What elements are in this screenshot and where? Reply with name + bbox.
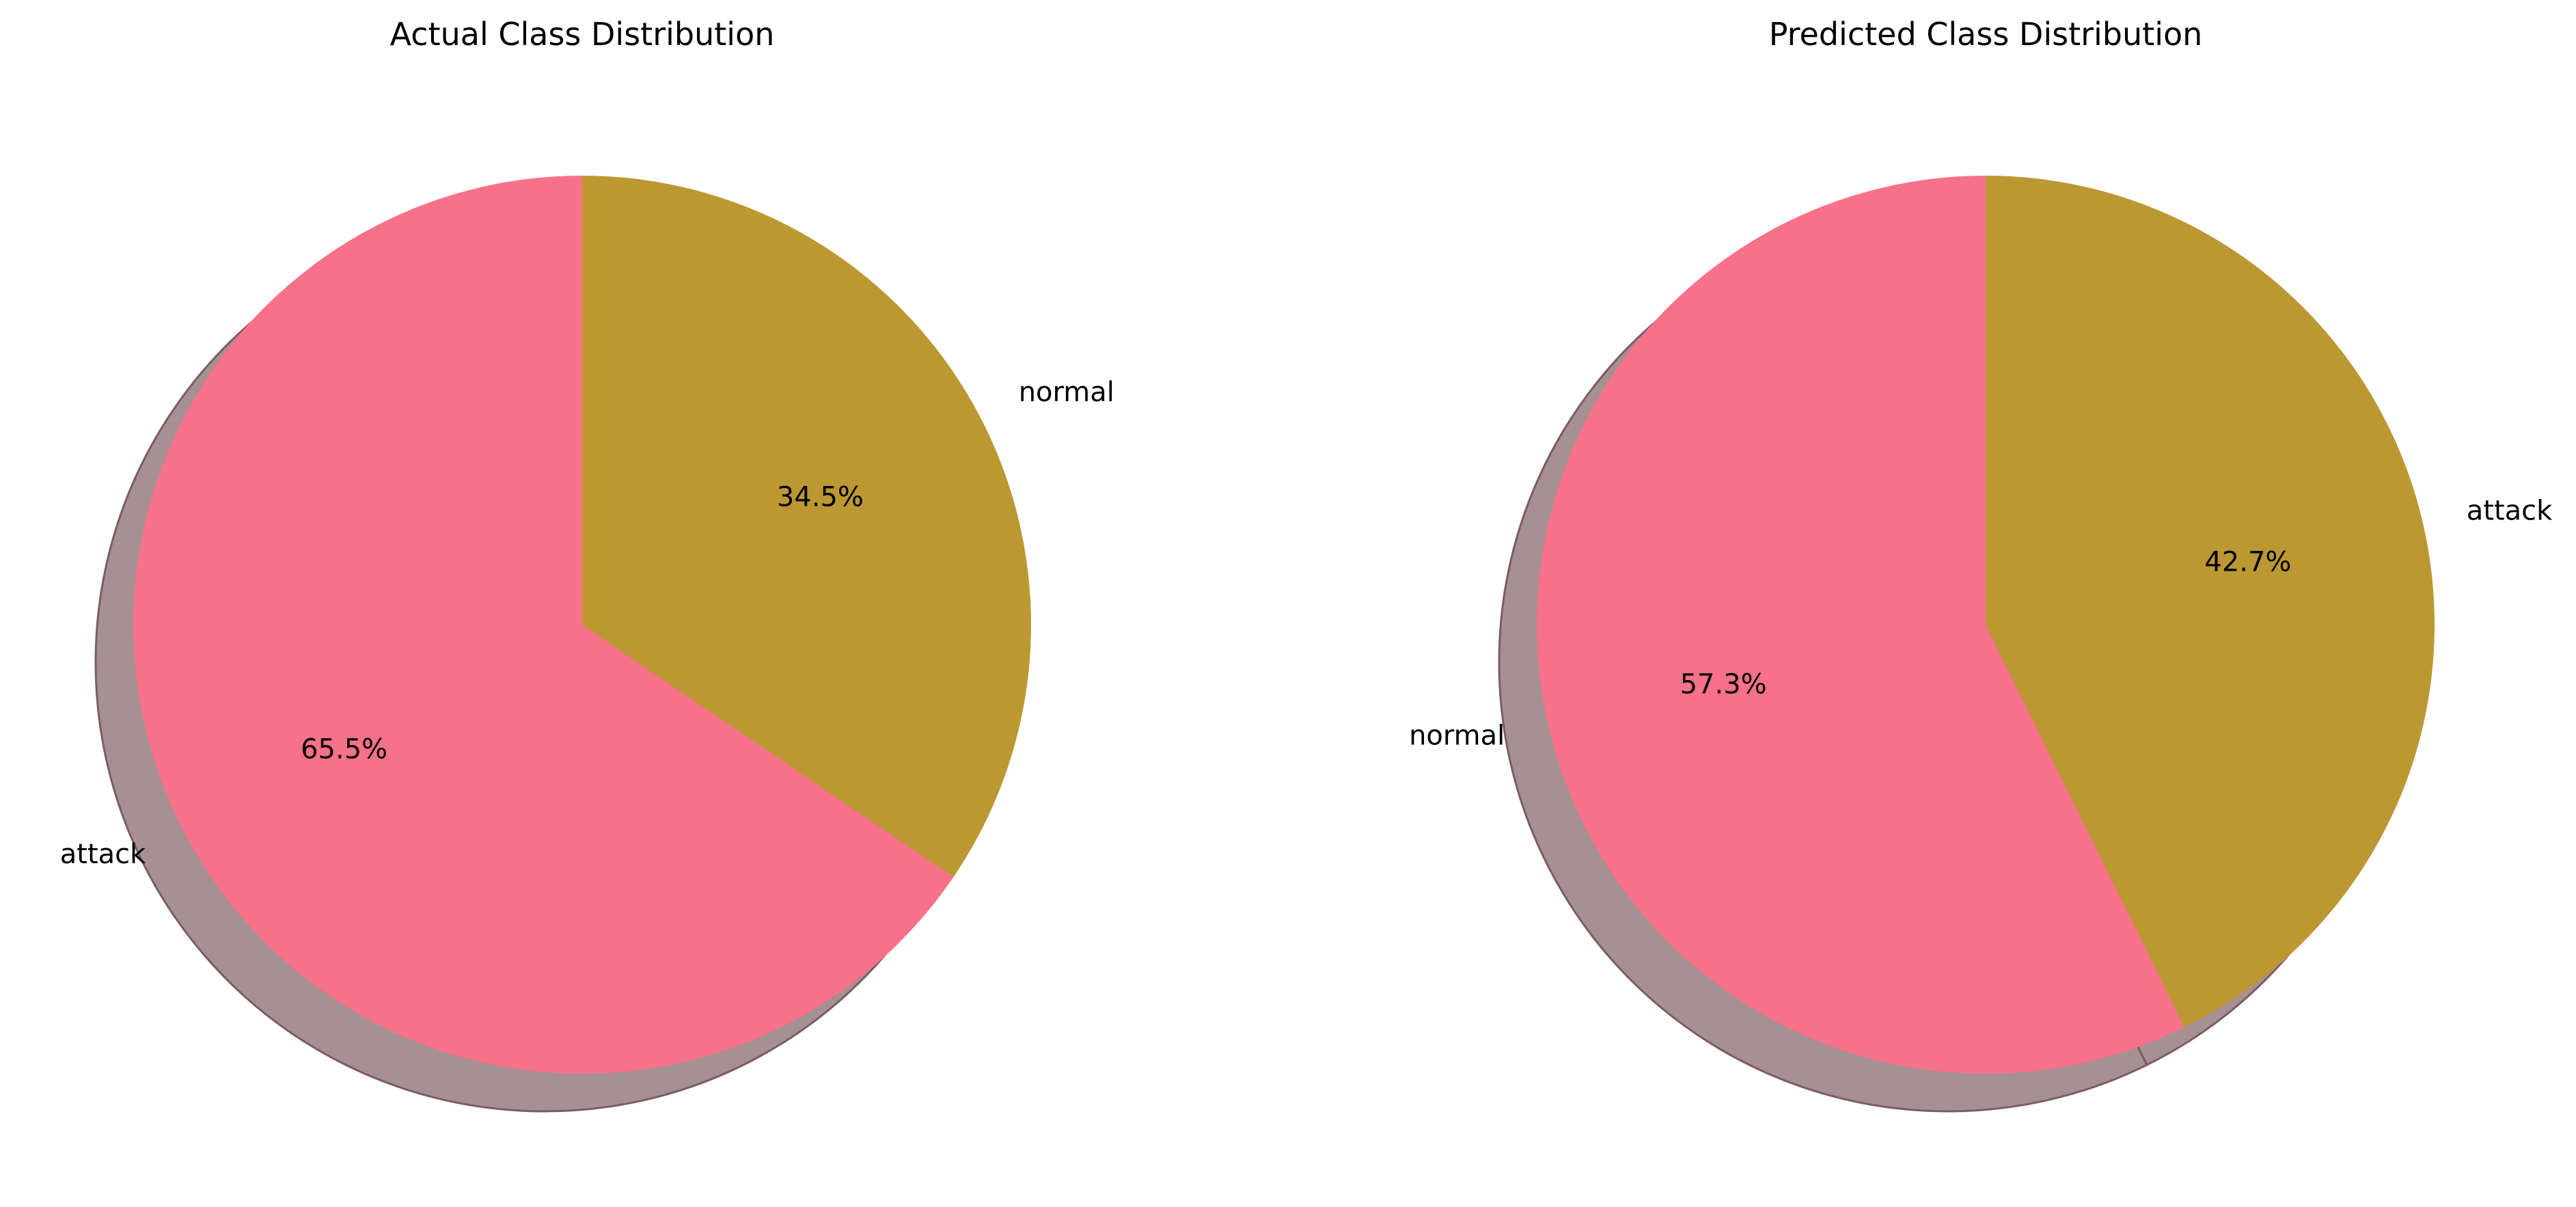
slice-label-predicted-attack: attack — [2467, 496, 2553, 527]
pct-label-actual-attack: 65.5% — [301, 733, 387, 765]
pie-chart-actual: Actual Class Distribution attack 65.5% nor… — [60, 16, 1114, 1113]
slice-label-actual-normal: normal — [1019, 377, 1114, 408]
pct-label-actual-normal: 34.5% — [777, 482, 864, 513]
pie-wedges-actual — [133, 175, 1032, 1074]
slice-label-actual-attack: attack — [60, 839, 146, 870]
pie-slice-predicted-attack — [1986, 175, 2435, 1028]
pie-labels-predicted: normal 57.3% attack 42.7% — [1409, 496, 2553, 752]
pie-slice-actual-attack — [133, 176, 954, 1074]
pct-label-predicted-normal: 57.3% — [1680, 669, 1767, 701]
pie-slice-predicted-normal — [1537, 176, 2184, 1074]
pie-slice-actual-normal — [582, 175, 1032, 878]
pie-wedges-predicted — [1537, 175, 2435, 1074]
chart-title-actual: Actual Class Distribution — [390, 16, 775, 53]
pct-label-predicted-attack: 42.7% — [2204, 546, 2291, 578]
pie-labels-actual: attack 65.5% normal 34.5% — [60, 377, 1114, 870]
slice-label-predicted-normal: normal — [1409, 720, 1505, 751]
chart-title-predicted: Predicted Class Distribution — [1769, 16, 2203, 53]
pie-chart-predicted: Predicted Class Distribution normal 57.3%… — [1409, 16, 2553, 1113]
